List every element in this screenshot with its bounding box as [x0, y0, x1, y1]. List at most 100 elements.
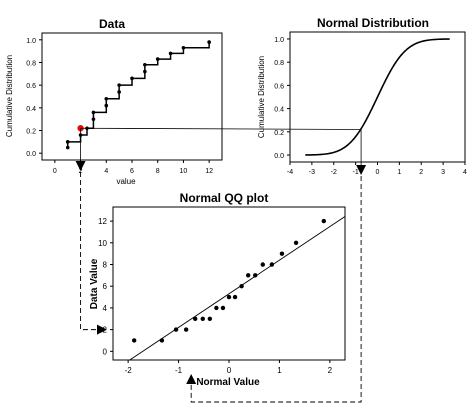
data-x-axis-label: value — [116, 177, 136, 186]
normal-y-tick-label: 0.8 — [274, 60, 284, 67]
normal-y-tick-label: 0.6 — [274, 83, 284, 90]
qq-x-axis-label: Normal Value — [196, 377, 260, 388]
data-ecdf-point — [207, 40, 211, 44]
horizontal-mapping-line — [80, 127, 362, 130]
qq-point — [269, 262, 275, 267]
data-ecdf-point — [143, 62, 147, 67]
normal-x-tick-label: 1 — [397, 169, 401, 176]
data-ecdf-point — [91, 117, 96, 121]
normal-down-arrowhead — [356, 165, 367, 175]
qq-point — [260, 262, 265, 267]
normal-y-axis-label: Cumulative Distribution — [257, 56, 266, 138]
data-ecdf-point — [91, 110, 96, 115]
data-x-tick-label: 12 — [205, 168, 213, 175]
data-ecdf-panel: Data 0 2 4 6 8 10 12 0.00.20.40.60.81.0 value … — [5, 17, 223, 186]
qq-point — [232, 294, 238, 300]
normal-cdf-panel: Normal Distribution -4 -3 -2 -1 0 1 2 3 4 0.0 0.2… — [257, 16, 467, 176]
qq-point — [159, 338, 165, 343]
data-y-axis-label: Cumulative Distribution — [5, 55, 14, 137]
qq-x-tick-label: 2 — [328, 366, 333, 375]
qq-plot-frame — [112, 206, 346, 361]
data-ecdf-point — [143, 69, 147, 74]
data-ecdf-point — [104, 96, 109, 101]
qq-y-tick-label: 12 — [98, 217, 107, 226]
qq-point — [279, 251, 285, 256]
qq-x-tick-label: 0 — [227, 366, 232, 375]
data-panel-title: Data — [99, 17, 125, 31]
qq-x-tick-label: -1 — [175, 366, 183, 375]
normal-y-tick-label: 0.2 — [274, 130, 284, 137]
data-ecdf-point — [65, 145, 70, 150]
normal-x-ticks: -4 -3 -2 -1 0 1 2 3 4 — [287, 162, 467, 176]
data-y-tick-label: 1.0 — [26, 38, 36, 45]
data-y-tick-label: 0.6 — [26, 83, 36, 90]
qq-y-tick-label: 0 — [103, 347, 108, 356]
data-y-tick-label: 0.2 — [26, 129, 36, 136]
qq-point — [220, 305, 226, 311]
qq-point — [226, 294, 232, 300]
qq-point — [293, 240, 299, 246]
qq-point — [193, 316, 198, 321]
normal-x-tick-label: -1 — [353, 169, 359, 176]
qq-point — [200, 316, 205, 321]
normal-x-tick-label: 3 — [441, 169, 445, 176]
normal-x-tick-label: -4 — [287, 169, 293, 176]
data-ecdf-step-line — [66, 42, 210, 148]
data-ecdf-point — [181, 45, 186, 50]
qq-point — [207, 316, 213, 321]
qq-y-tick-label: 6 — [103, 282, 108, 291]
normal-to-qq-dashed-connector — [190, 176, 362, 403]
qq-point — [173, 327, 179, 332]
qq-x-ticks: -2 -1 0 1 2 — [125, 360, 333, 375]
qq-x-tick-label: 1 — [277, 366, 282, 375]
data-x-tick-label: 8 — [156, 168, 160, 175]
data-y-ticks: 0.0 0.2 0.4 0.6 0.8 1.0 — [26, 38, 42, 158]
data-ecdf-point — [117, 83, 121, 87]
data-x-tick-label: 6 — [130, 168, 134, 175]
data-x-tick-label: 2 — [79, 168, 83, 175]
data-y-tick-label: 0.4 — [26, 106, 36, 113]
data-down-arrowhead — [75, 161, 86, 171]
qq-y-axis-label: Data Value — [89, 258, 100, 309]
normal-x-tick-label: -3 — [309, 169, 315, 176]
data-ecdf-point — [155, 57, 160, 61]
normal-x-tick-label: 2 — [419, 169, 423, 176]
qq-point — [131, 338, 137, 343]
normal-panel-title: Normal Distribution — [317, 16, 429, 30]
qq-point — [245, 273, 251, 278]
normal-y-ticks: 0.0 0.2 0.4 0.6 0.8 1.0 — [274, 37, 290, 160]
qq-series — [129, 216, 346, 361]
normal-y-tick-label: 0.4 — [274, 107, 284, 114]
qq-y-arrowhead — [97, 324, 107, 335]
qq-x-arrowhead — [186, 374, 197, 384]
normal-x-tick-label: 4 — [463, 169, 467, 176]
qq-y-tick-label: 8 — [103, 261, 108, 270]
qq-panel-title: Normal QQ plot — [180, 191, 269, 205]
data-ecdf-point — [117, 90, 121, 94]
data-ecdf-point — [168, 51, 173, 56]
qq-x-tick-label: -2 — [125, 366, 133, 375]
qq-point — [183, 327, 189, 332]
normal-cdf-curve — [305, 38, 450, 156]
normal-x-tick-label: -2 — [331, 169, 337, 176]
data-x-tick-label: 4 — [104, 168, 108, 175]
data-x-ticks: 0 2 4 6 8 10 12 — [53, 160, 213, 175]
normal-series — [305, 38, 450, 156]
data-y-tick-label: 0.0 — [26, 151, 36, 158]
normal-y-tick-label: 0.0 — [274, 153, 284, 160]
qq-y-tick-label: 10 — [98, 239, 107, 248]
data-ecdf-point — [65, 140, 70, 144]
qq-point — [239, 284, 244, 289]
data-y-tick-label: 0.8 — [26, 60, 36, 67]
data-ecdf-point — [130, 76, 134, 81]
normal-y-tick-label: 1.0 — [274, 37, 284, 44]
mapping-connectors — [75, 127, 367, 403]
qq-point — [253, 273, 258, 278]
data-ecdf-point — [104, 103, 109, 108]
qq-point — [321, 218, 327, 224]
data-x-tick-label: 0 — [53, 168, 57, 175]
data-x-tick-label: 10 — [180, 168, 188, 175]
